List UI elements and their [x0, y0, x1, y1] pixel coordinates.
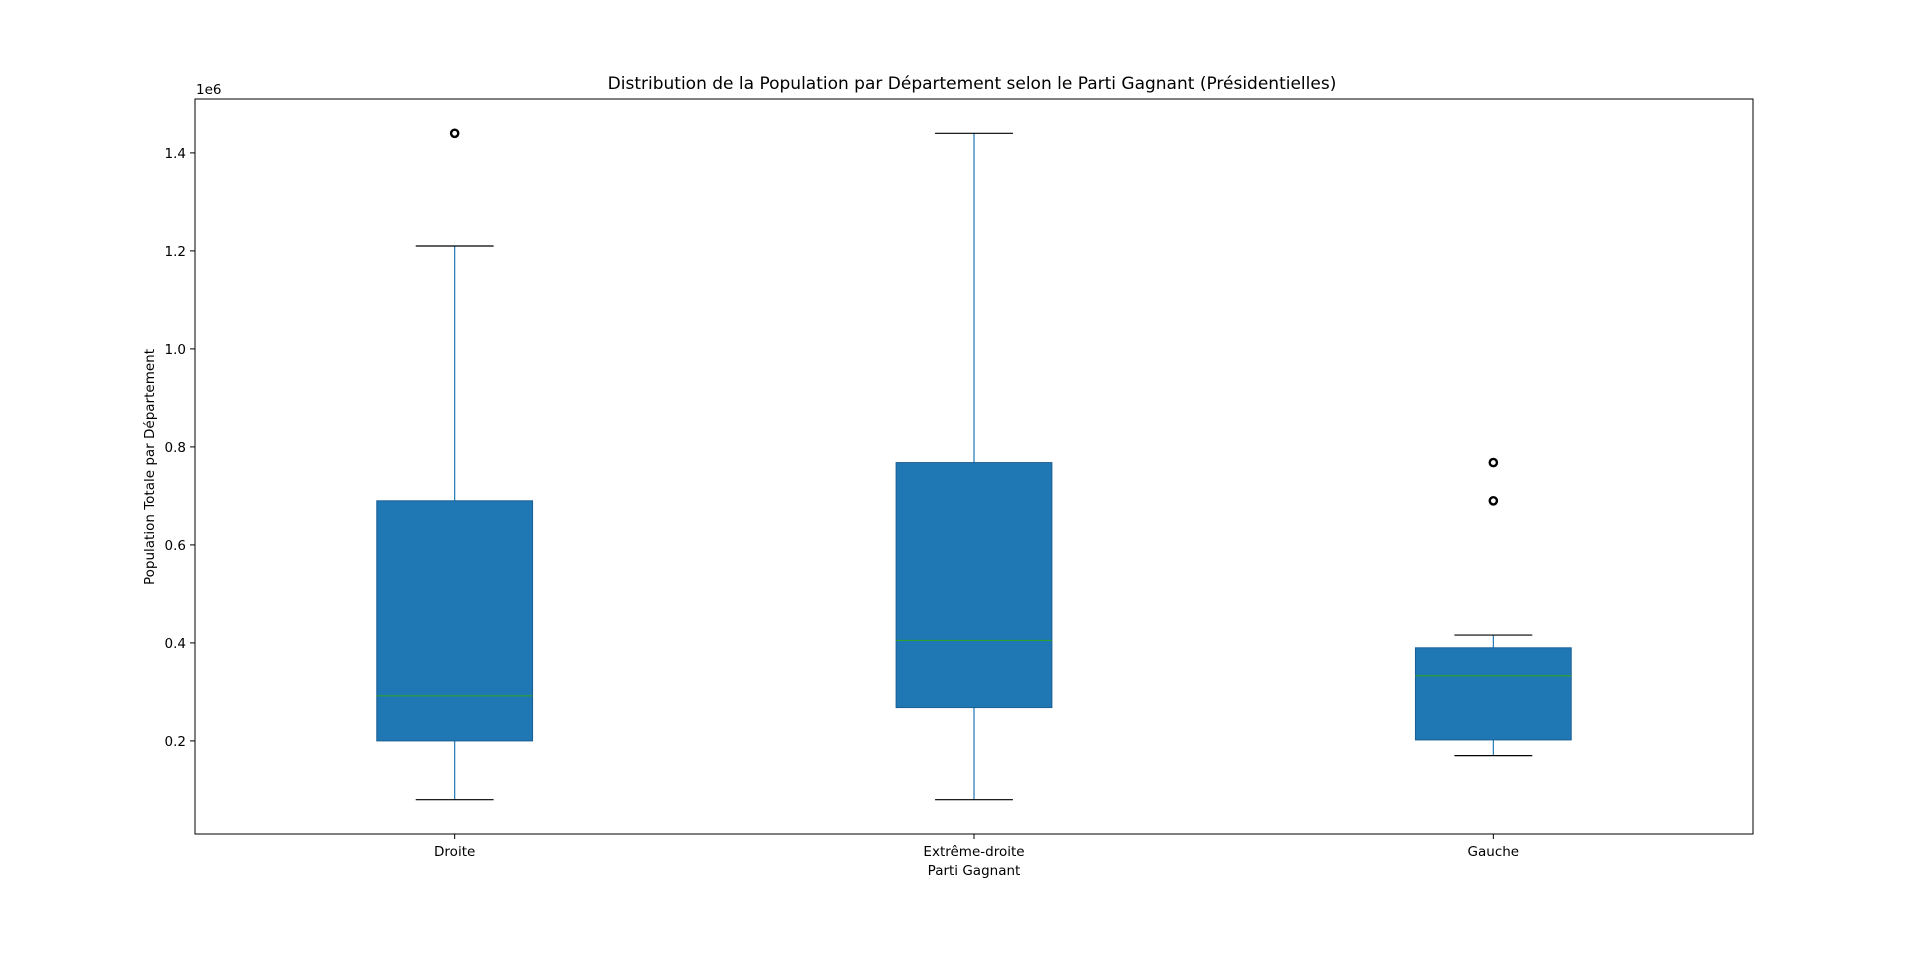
x-axis-label: Parti Gagnant: [928, 863, 1021, 879]
box-group: [1414, 457, 1572, 757]
y-tick-label: 0.6: [165, 538, 186, 554]
y-axis-ticks: 0.2 0.4 0.6 0.8 1.0 1.2 1.4: [165, 146, 195, 750]
y-tick-label: 0.8: [165, 440, 186, 456]
box-iqr: [1414, 647, 1572, 741]
x-tick-label: Extrême-droite: [923, 844, 1024, 860]
box-group: [895, 132, 1053, 801]
x-tick-label: Droite: [434, 844, 475, 860]
y-tick-label: 0.4: [165, 636, 186, 652]
outlier-point: [449, 128, 460, 139]
outlier-point: [1488, 457, 1499, 468]
outlier-point: [1488, 495, 1499, 506]
box-iqr: [895, 462, 1053, 709]
y-tick-label: 0.2: [165, 734, 186, 750]
x-axis-ticks: Droite Extrême-droite Gauche: [434, 834, 1519, 860]
y-tick-label: 1.2: [165, 244, 186, 260]
box-iqr: [376, 500, 534, 742]
plot-frame: [194, 98, 1754, 835]
y-tick-label: 1.0: [165, 342, 186, 358]
chart-title: Distribution de la Population par Départ…: [608, 74, 1337, 94]
box-group: [376, 128, 534, 801]
y-axis-offset-label: 1e6: [196, 82, 221, 98]
y-tick-label: 1.4: [165, 146, 186, 162]
plot-area: [376, 128, 1572, 801]
x-tick-label: Gauche: [1468, 844, 1520, 860]
y-axis-label: Population Totale par Département: [142, 349, 158, 585]
